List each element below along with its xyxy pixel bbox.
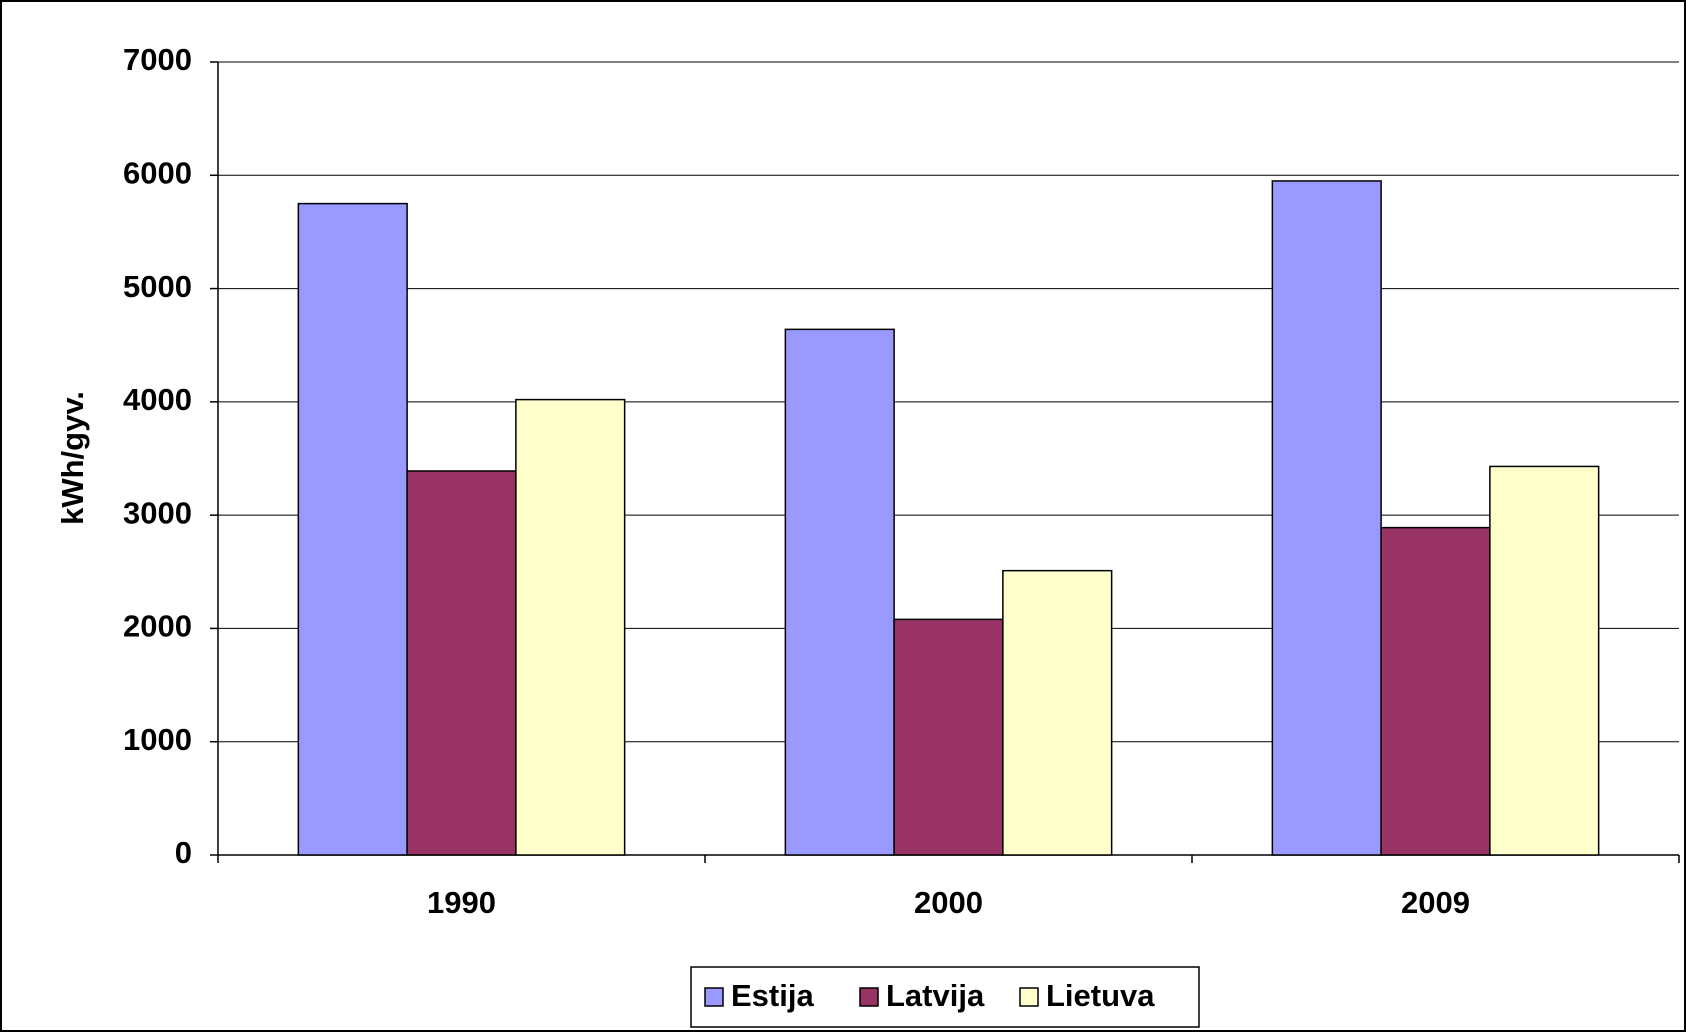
x-tick-label: 2000	[914, 885, 983, 920]
legend-swatch	[1019, 987, 1039, 1007]
y-tick-label: 1000	[123, 722, 192, 757]
legend-box	[690, 966, 1200, 1028]
legend-label: Lietuva	[1046, 978, 1155, 1013]
bar	[1380, 526, 1491, 856]
y-tick-label: 2000	[123, 609, 192, 644]
legend-swatch	[859, 987, 879, 1007]
bar	[1489, 465, 1600, 856]
y-tick-label: 6000	[123, 155, 192, 190]
y-axis-label: kWh/gyv.	[55, 391, 90, 525]
y-tick-label: 3000	[123, 495, 192, 530]
legend-label: Estija	[731, 978, 814, 1013]
legend-label: Latvija	[886, 978, 985, 1013]
y-tick-label: 4000	[123, 382, 192, 417]
bar	[893, 618, 1004, 856]
bar	[406, 470, 517, 856]
bar	[515, 398, 626, 856]
y-tick-label: 0	[175, 835, 192, 870]
bar	[784, 328, 895, 856]
bar	[297, 202, 408, 856]
x-tick-label: 1990	[427, 885, 496, 920]
y-tick-label: 7000	[123, 42, 192, 77]
y-tick-label: 5000	[123, 269, 192, 304]
legend-swatch	[704, 987, 724, 1007]
bar	[1271, 180, 1382, 856]
x-tick-label: 2009	[1401, 885, 1470, 920]
bar	[1002, 569, 1113, 856]
